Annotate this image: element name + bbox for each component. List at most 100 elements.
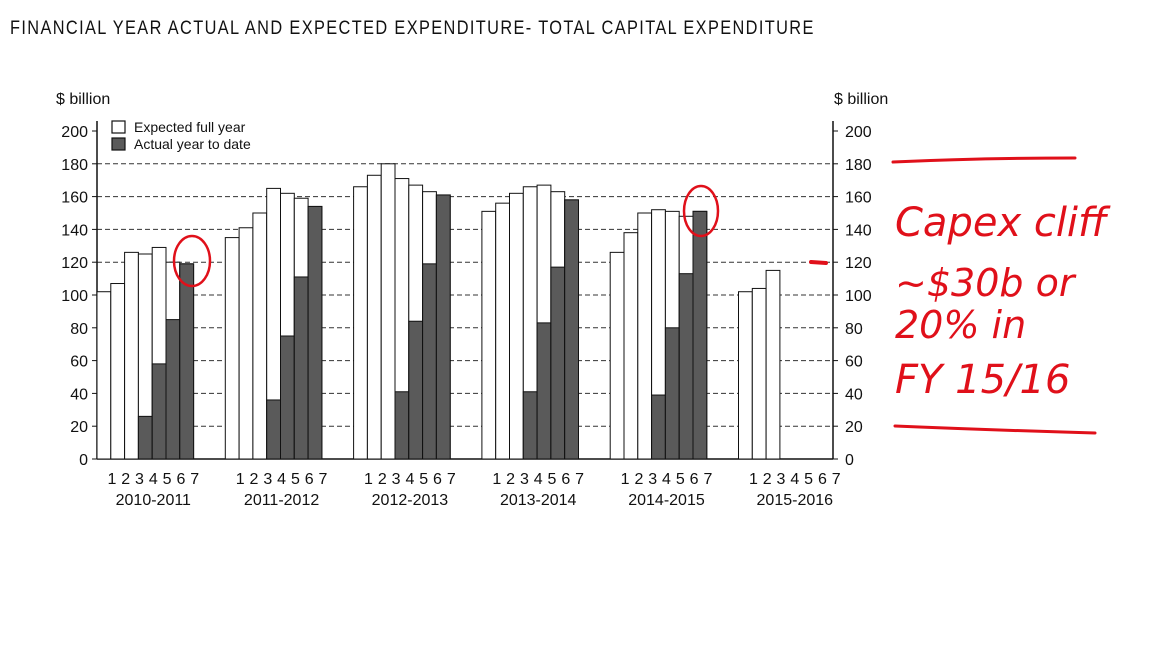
x-tick-label: 3 xyxy=(392,471,401,488)
x-tick-label: 5 xyxy=(163,471,172,488)
x-tick-label: 7 xyxy=(190,471,199,488)
legend-swatch-expected xyxy=(111,120,126,134)
legend-label-expected: Expected full year xyxy=(134,119,246,135)
bar-expected-2010-2011-2 xyxy=(110,283,126,460)
y-tick-label-left: 140 xyxy=(61,222,88,239)
legend: Expected full year Actual year to date xyxy=(111,119,251,152)
bar-expected-2014-2015-3 xyxy=(637,212,653,460)
bar-expected-2011-2012-2 xyxy=(238,227,254,460)
x-tick-label: 7 xyxy=(575,471,584,488)
x-tick-label: 1 xyxy=(107,471,116,488)
y-tick-label-right: 200 xyxy=(845,124,872,141)
y-tick-label-right: 60 xyxy=(845,354,863,371)
bar-actual-2012-2013-7 xyxy=(435,194,451,460)
x-tick-label: 5 xyxy=(291,471,300,488)
bar-expected-2015-2016-1 xyxy=(738,291,753,460)
y-tick-label-left: 100 xyxy=(61,288,88,305)
y-tick-label-left: 120 xyxy=(61,255,88,272)
legend-swatch-actual xyxy=(111,137,126,151)
x-tick-label: 2 xyxy=(378,471,387,488)
bar-expected-2013-2014-3 xyxy=(509,192,524,460)
bar-expected-2011-2012-3 xyxy=(252,212,268,460)
bar-actual-2010-2011-5 xyxy=(151,363,167,460)
x-tick-label: 6 xyxy=(690,471,699,488)
legend-label-actual: Actual year to date xyxy=(134,136,251,152)
page-title: FINANCIAL YEAR ACTUAL AND EXPECTED EXPEN… xyxy=(10,18,815,39)
bar-actual-2013-2014-6 xyxy=(550,266,566,460)
bar-actual-2012-2013-6 xyxy=(422,263,437,460)
annotation-line-top xyxy=(891,156,1077,164)
x-tick-label: 4 xyxy=(149,471,158,488)
x-tick-label: 4 xyxy=(662,471,671,488)
bar-expected-2012-2013-2 xyxy=(366,174,382,460)
x-group-label: 2010-2011 xyxy=(116,492,191,509)
x-tick-label: 1 xyxy=(364,471,373,488)
grid-lines xyxy=(97,163,833,427)
x-tick-label: 5 xyxy=(419,471,428,488)
y-tick-label-left: 160 xyxy=(61,190,88,207)
x-tick-label: 2 xyxy=(763,471,772,488)
bar-actual-2014-2015-4 xyxy=(651,394,666,460)
y-tick-label-left: 180 xyxy=(61,157,88,174)
bar-expected-2012-2013-3 xyxy=(380,163,396,460)
y-tick-label-right: 80 xyxy=(845,321,863,338)
x-tick-label: 2 xyxy=(634,471,643,488)
x-tick-label: 5 xyxy=(676,471,685,488)
handwritten-annotation: Capex cliff ~$30b or 20% in FY 15/16 xyxy=(172,156,1111,435)
x-tick-label: 7 xyxy=(447,471,456,488)
bar-actual-2011-2012-6 xyxy=(293,276,309,460)
y-tick-label-right: 20 xyxy=(845,419,863,436)
x-tick-label: 6 xyxy=(176,471,185,488)
x-tick-label: 3 xyxy=(648,471,657,488)
bar-actual-2012-2013-5 xyxy=(408,320,424,460)
x-tick-label: 4 xyxy=(405,471,414,488)
x-tick-label: 7 xyxy=(703,471,712,488)
x-tick-label: 1 xyxy=(749,471,758,488)
x-tick-label: 3 xyxy=(263,471,272,488)
bar-actual-2013-2014-7 xyxy=(564,199,580,460)
bar-expected-2014-2015-1 xyxy=(609,251,625,460)
annotation-mark-120 xyxy=(809,260,828,265)
x-tick-label: 7 xyxy=(832,471,841,488)
y-tick-label-right: 140 xyxy=(845,222,872,239)
y-axis-label-right: $ billion xyxy=(834,91,888,108)
x-tick-label: 2 xyxy=(506,471,515,488)
bar-actual-2014-2015-6 xyxy=(678,273,694,460)
bar-expected-2014-2015-2 xyxy=(623,232,639,460)
bar-expected-2015-2016-2 xyxy=(751,287,767,460)
x-tick-label: 4 xyxy=(790,471,799,488)
x-tick-label: 7 xyxy=(319,471,328,488)
annotation-line-2: ~$30b or xyxy=(895,261,1077,305)
bar-actual-2011-2012-4 xyxy=(266,399,282,460)
y-tick-label-left: 60 xyxy=(70,354,88,371)
y-tick-label-right: 180 xyxy=(845,157,872,174)
x-tick-label: 3 xyxy=(777,471,786,488)
x-tick-label: 6 xyxy=(818,471,827,488)
bar-actual-2011-2012-7 xyxy=(307,205,323,460)
x-tick-label: 5 xyxy=(804,471,813,488)
y-tick-label-right: 100 xyxy=(845,288,872,305)
x-tick-label: 3 xyxy=(520,471,529,488)
y-tick-label-left: 0 xyxy=(79,452,88,469)
x-tick-label: 2 xyxy=(121,471,130,488)
annotation-line-1: Capex cliff xyxy=(895,200,1111,246)
bar-actual-2012-2013-4 xyxy=(394,391,410,460)
y-tick-label-right: 160 xyxy=(845,190,872,207)
x-tick-label: 1 xyxy=(492,471,501,488)
circle-2010-2011 xyxy=(172,234,212,288)
annotation-line-bottom xyxy=(893,424,1097,435)
x-tick-label: 4 xyxy=(534,471,543,488)
bar-expected-2010-2011-3 xyxy=(124,251,139,460)
x-group-label: 2015-2016 xyxy=(757,492,834,509)
bar-expected-2015-2016-3 xyxy=(765,269,781,460)
x-group-label: 2012-2013 xyxy=(372,492,449,509)
y-tick-label-left: 20 xyxy=(70,419,88,436)
bar-actual-2010-2011-7 xyxy=(179,263,195,460)
x-tick-label: 3 xyxy=(135,471,144,488)
x-tick-label: 4 xyxy=(277,471,286,488)
x-tick-label: 5 xyxy=(548,471,557,488)
bars xyxy=(96,163,781,460)
x-tick-label: 1 xyxy=(621,471,630,488)
annotation-line-3: 20% in xyxy=(895,303,1026,347)
y-tick-label-right: 40 xyxy=(845,386,863,403)
